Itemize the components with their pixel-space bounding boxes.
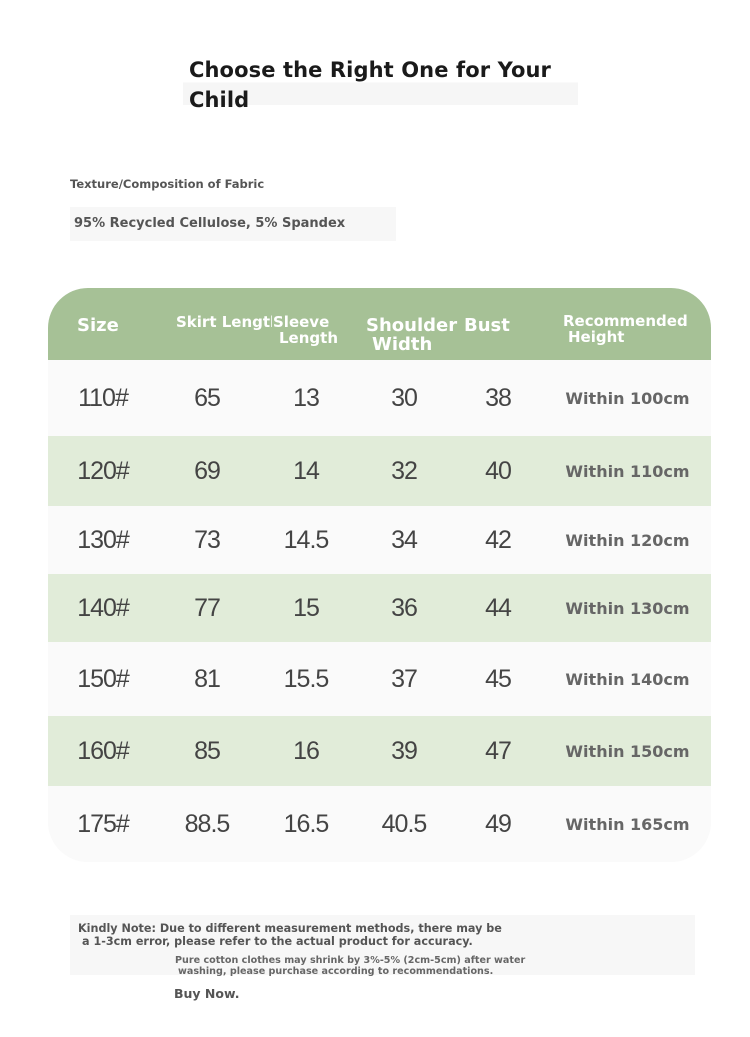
cell-sleeve-length: 16.5 (283, 809, 330, 838)
cell-skirt-length: 73 (194, 525, 221, 554)
measurement-note: Kindly Note: Due to different measuremen… (78, 922, 528, 948)
note-box (70, 915, 695, 975)
cell-sleeve-length: 14 (293, 456, 320, 485)
cell-skirt-length: 65 (194, 383, 221, 412)
cell-recommended-height: Within 150cm (565, 741, 690, 761)
cell-size: 140# (77, 593, 130, 622)
fabric-composition: 95% Recycled Cellulose, 5% Spandex (70, 207, 396, 241)
cell-bust: 38 (485, 383, 512, 412)
cell-skirt-length: 77 (194, 593, 221, 622)
cell-size: 150# (77, 664, 130, 693)
table-row: 160# 85 16 39 47 Within 150cm (48, 716, 711, 786)
table-row: 175# 88.5 16.5 40.5 49 Within 165cm (48, 786, 711, 862)
size-chart-table: Size Skirt Length Sleeve Length Shoulder… (48, 288, 711, 862)
header-skirt-length: Skirt Length (176, 313, 281, 331)
header-height-line1: Recommended (563, 312, 688, 330)
cell-shoulder-width: 39 (391, 736, 418, 765)
cell-recommended-height: Within 120cm (565, 530, 690, 550)
cell-recommended-height: Within 140cm (565, 669, 690, 689)
cell-sleeve-length: 15.5 (283, 664, 330, 693)
cell-shoulder-width: 30 (391, 383, 418, 412)
cell-skirt-length: 85 (194, 736, 221, 765)
cell-size: 160# (77, 736, 130, 765)
cell-bust: 47 (485, 736, 512, 765)
shrink-note-line2: washing, please purchase according to re… (178, 966, 494, 977)
header-sleeve-line2: Length (279, 328, 338, 347)
header-height-line2: Height (568, 327, 625, 346)
table-row: 150# 81 15.5 37 45 Within 140cm (48, 642, 711, 716)
cell-shoulder-width: 36 (391, 593, 418, 622)
cell-sleeve-length: 13 (293, 383, 320, 412)
cell-size: 130# (77, 525, 130, 554)
cell-recommended-height: Within 165cm (565, 814, 690, 834)
table-row: 130# 73 14.5 34 42 Within 120cm (48, 506, 711, 574)
table-row: 120# 69 14 32 40 Within 110cm (48, 436, 711, 506)
cell-shoulder-width: 37 (391, 664, 418, 693)
header-shoulder-line1: Shoulder (366, 315, 458, 336)
cell-sleeve-length: 15 (293, 593, 320, 622)
cell-recommended-height: Within 110cm (565, 461, 690, 481)
page-title: Choose the Right One for Your Child (183, 55, 578, 112)
cell-size: 120# (77, 456, 130, 485)
header-shoulder-line2: Width (372, 333, 433, 355)
measurement-note-line1: Kindly Note: Due to different measuremen… (78, 922, 502, 935)
cell-shoulder-width: 34 (391, 525, 418, 554)
header-shoulder-width: Shoulder Width (366, 315, 458, 355)
cell-bust: 40 (485, 456, 512, 485)
table-row: 110# 65 13 30 38 Within 100cm (48, 360, 711, 436)
cell-size: 175# (77, 809, 130, 838)
cell-sleeve-length: 14.5 (283, 525, 330, 554)
cell-bust: 49 (485, 809, 512, 838)
cell-recommended-height: Within 100cm (565, 388, 690, 408)
cell-skirt-length: 81 (194, 664, 221, 693)
header-recommended-height: Recommended Height (563, 312, 688, 346)
cell-shoulder-width: 32 (391, 456, 418, 485)
fabric-label: Texture/Composition of Fabric (70, 177, 265, 191)
cell-sleeve-length: 16 (293, 736, 320, 765)
cell-bust: 45 (485, 664, 512, 693)
buy-now-text: Buy Now. (174, 986, 240, 1001)
header-sleeve-length: Sleeve Length (272, 313, 338, 347)
measurement-note-line2: a 1-3cm error, please refer to the actua… (82, 935, 473, 948)
table-row: 140# 77 15 36 44 Within 130cm (48, 574, 711, 642)
table-header: Size Skirt Length Sleeve Length Shoulder… (48, 288, 711, 360)
header-size: Size (77, 315, 119, 336)
cell-skirt-length: 69 (194, 456, 221, 485)
cell-bust: 42 (485, 525, 512, 554)
cell-recommended-height: Within 130cm (565, 598, 690, 618)
cell-skirt-length: 88.5 (184, 809, 231, 838)
cell-size: 110# (78, 383, 129, 412)
cell-shoulder-width: 40.5 (381, 809, 428, 838)
cell-bust: 44 (485, 593, 512, 622)
shrink-note-line1: Pure cotton clothes may shrink by 3%-5% … (175, 955, 526, 966)
shrink-note: Pure cotton clothes may shrink by 3%-5% … (175, 955, 595, 977)
header-sleeve-line1: Sleeve (273, 313, 330, 331)
header-bust: Bust (462, 315, 510, 336)
